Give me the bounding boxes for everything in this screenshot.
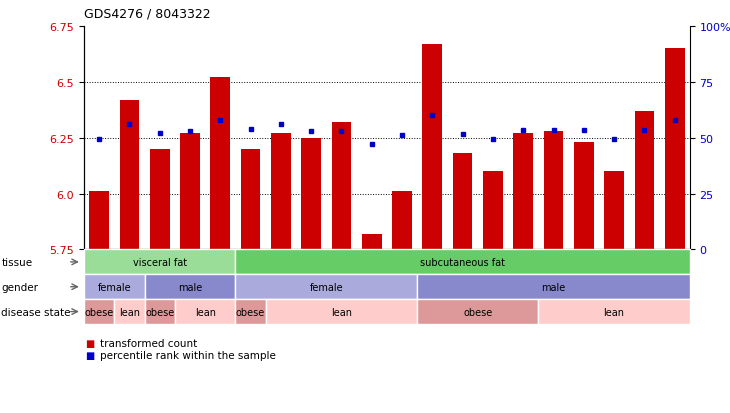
Text: obese: obese (463, 307, 493, 317)
Bar (665, 49, 685, 250)
Bar (453, 154, 472, 250)
Bar (544, 132, 564, 250)
Text: GDS4276 / 8043322: GDS4276 / 8043322 (84, 8, 210, 21)
Bar (150, 150, 169, 250)
Text: obese: obese (236, 307, 265, 317)
Text: male: male (542, 282, 566, 292)
Bar (362, 234, 382, 250)
Bar (423, 45, 442, 250)
Text: lean: lean (119, 307, 140, 317)
Text: gender: gender (1, 282, 39, 292)
Text: tissue: tissue (1, 257, 33, 267)
Text: transformed count: transformed count (100, 338, 197, 348)
Bar (120, 100, 139, 250)
Text: lean: lean (604, 307, 625, 317)
Bar (241, 150, 261, 250)
Text: female: female (310, 282, 343, 292)
Bar (271, 134, 291, 250)
Bar (301, 138, 321, 250)
Bar (89, 192, 109, 250)
Text: lean: lean (195, 307, 215, 317)
Text: obese: obese (85, 307, 114, 317)
Bar (483, 172, 503, 250)
Bar (210, 78, 230, 250)
Bar (604, 172, 624, 250)
Bar (180, 134, 200, 250)
Text: subcutaneous fat: subcutaneous fat (420, 257, 505, 267)
Text: obese: obese (145, 307, 174, 317)
Text: disease state: disease state (1, 307, 71, 317)
Text: visceral fat: visceral fat (133, 257, 187, 267)
Bar (392, 192, 412, 250)
Text: percentile rank within the sample: percentile rank within the sample (100, 350, 276, 360)
Bar (574, 143, 593, 250)
Bar (331, 123, 351, 250)
Bar (513, 134, 533, 250)
Text: male: male (178, 282, 202, 292)
Text: lean: lean (331, 307, 352, 317)
Text: female: female (97, 282, 131, 292)
Text: ■: ■ (85, 338, 95, 348)
Bar (634, 112, 654, 250)
Text: ■: ■ (85, 350, 95, 360)
